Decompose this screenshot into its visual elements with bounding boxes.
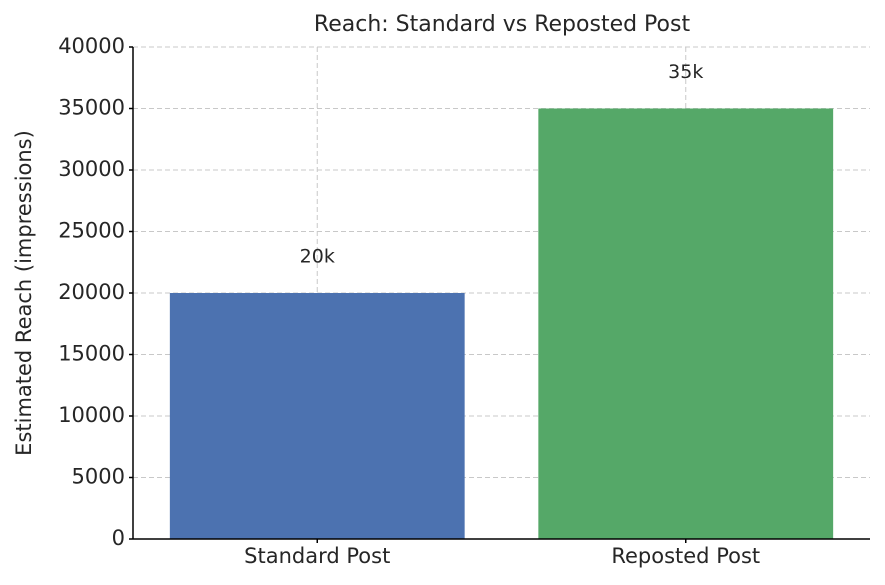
y-tick-label: 35000 [58,96,125,120]
y-tick-label: 15000 [58,342,125,366]
y-tick-label: 25000 [58,219,125,243]
y-tick-label: 40000 [58,34,125,58]
chart-title: Reach: Standard vs Reposted Post [314,12,691,37]
value-label: 20k [300,246,335,268]
y-axis-label: Estimated Reach (impressions) [12,130,36,456]
bar [169,293,465,539]
bar [538,108,834,539]
y-tick-label: 20000 [58,280,125,304]
value-label: 35k [668,61,703,83]
x-tick-label: Reposted Post [611,544,760,568]
y-tick-label: 10000 [58,403,125,427]
y-tick-label: 30000 [58,157,125,181]
x-tick-label: Standard Post [244,544,390,568]
y-tick-label: 0 [112,526,125,550]
y-tick-label: 5000 [72,465,125,489]
